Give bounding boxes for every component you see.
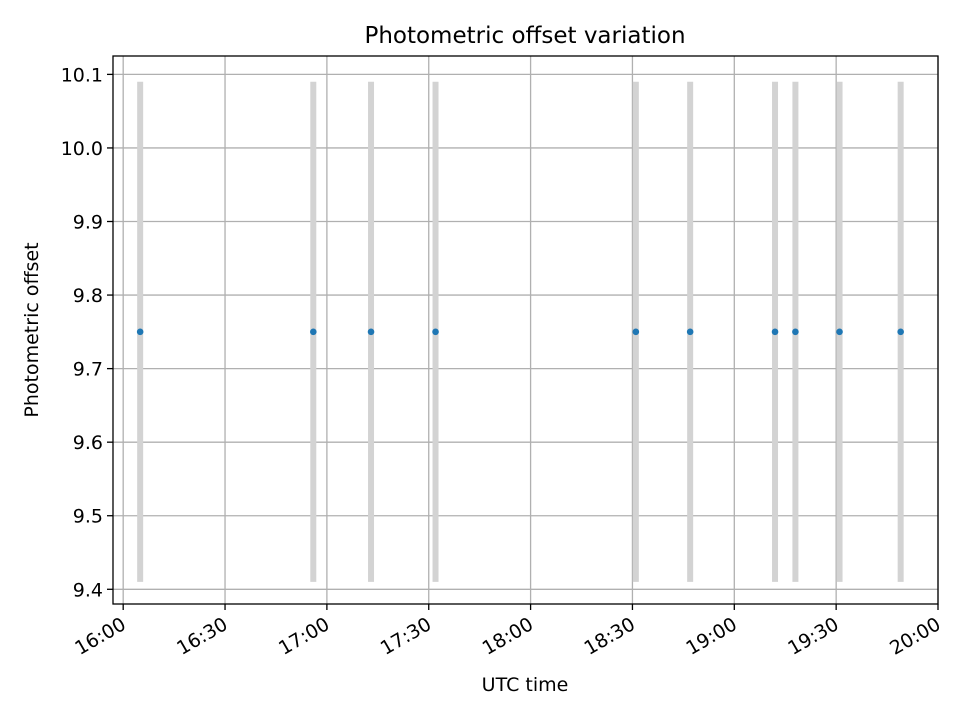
- x-tick-label: 20:00: [886, 613, 944, 659]
- x-tick-label: 19:00: [682, 613, 740, 659]
- x-tick-label: 16:00: [71, 613, 129, 659]
- data-point: [836, 328, 843, 336]
- y-tick-label: 10.1: [61, 64, 103, 86]
- y-tick-label: 9.6: [73, 432, 103, 454]
- data-point: [771, 328, 779, 336]
- plot-frame: [112, 55, 939, 605]
- x-axis-label: UTC time: [482, 674, 569, 696]
- data-point: [136, 328, 144, 336]
- data-point: [432, 328, 439, 336]
- plot-area: [113, 56, 938, 604]
- x-tick-label: 17:30: [377, 613, 435, 659]
- x-tick-label: 16:30: [173, 613, 231, 659]
- data-point: [367, 328, 375, 336]
- x-tick-label: 17:00: [275, 613, 333, 659]
- y-tick-label: 10.0: [61, 138, 103, 160]
- data-point: [897, 328, 904, 336]
- y-tick-label: 9.5: [73, 506, 103, 528]
- y-axis: 9.4 9.5 9.6 9.7 9.8 9.9 10.0 10.1: [61, 64, 113, 601]
- chart-title: Photometric offset variation: [364, 23, 685, 49]
- y-tick-label: 9.8: [73, 285, 103, 307]
- data-point: [632, 328, 640, 336]
- data-point: [310, 328, 317, 336]
- data-point: [686, 328, 694, 336]
- data-points: [136, 328, 904, 336]
- x-axis: 16:00 16:30 17:00 17:30 18:00 18:30 19:00 19:30…: [71, 604, 945, 660]
- x-tick-label: 18:30: [581, 613, 639, 659]
- data-point: [792, 328, 799, 336]
- y-tick-label: 9.7: [73, 359, 103, 381]
- y-tick-label: 9.4: [73, 579, 103, 601]
- y-tick-label: 9.9: [73, 212, 103, 234]
- y-axis-label: Photometric offset: [21, 242, 43, 417]
- x-tick-label: 19:30: [784, 613, 842, 659]
- grid: [113, 56, 939, 604]
- x-tick-label: 18:00: [479, 613, 537, 659]
